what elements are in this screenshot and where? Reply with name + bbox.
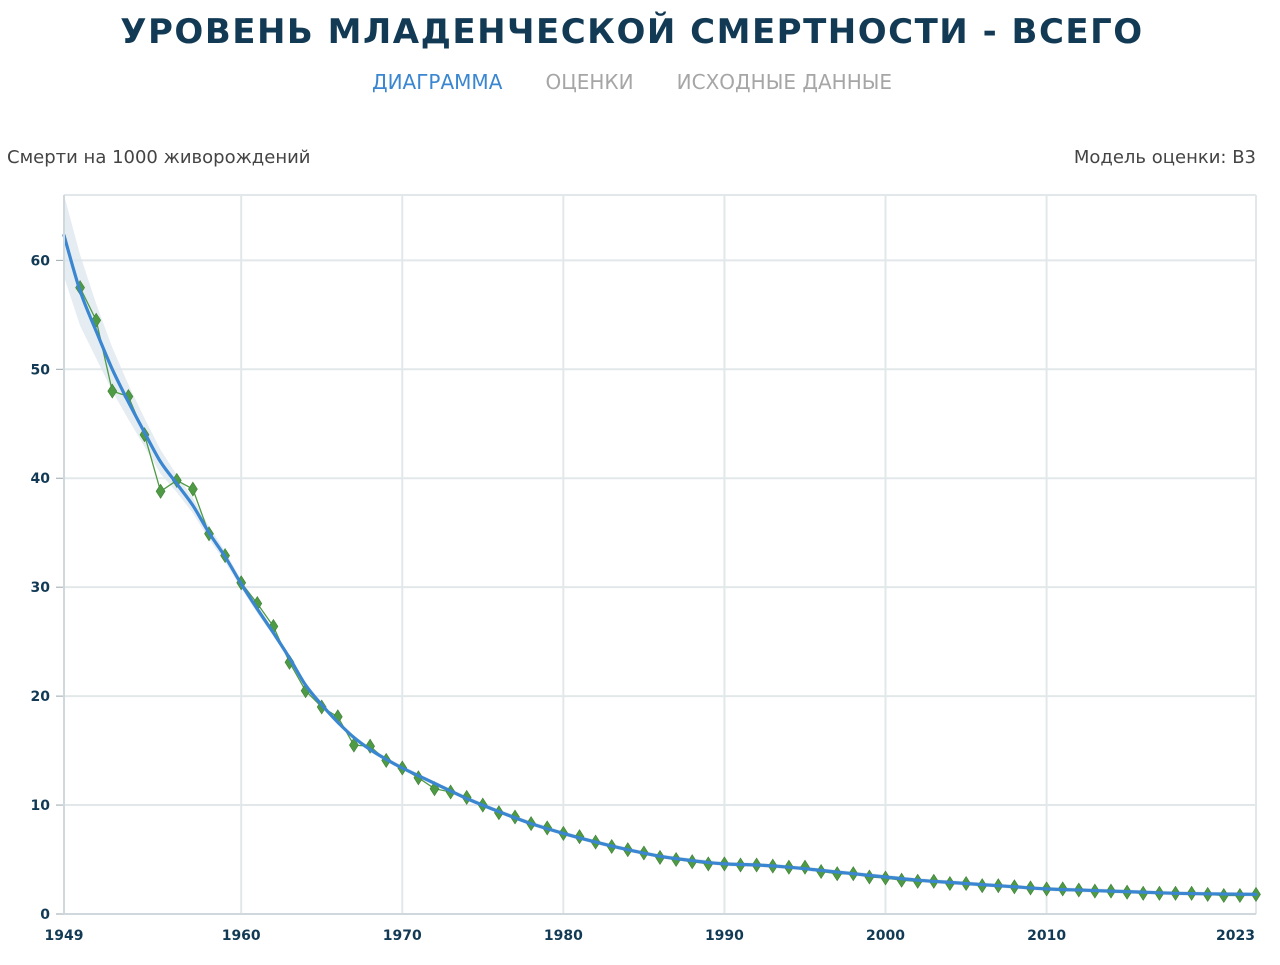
view-tabs: ДИАГРАММА ОЦЕНКИ ИСХОДНЫЕ ДАННЫЕ	[0, 70, 1264, 94]
tab-source-data[interactable]: ИСХОДНЫЕ ДАННЫЕ	[676, 70, 893, 94]
estimate-line	[62, 233, 1258, 896]
data-series-layer	[75, 280, 1261, 904]
axes: 1949 1960 1970 1980 1990 2000 2010 2023 0 10 20 30 4…	[31, 195, 1256, 944]
estimate-line-layer	[62, 233, 1258, 896]
x-tick-label: 1960	[222, 928, 261, 944]
uncertainty-band	[64, 195, 1256, 897]
y-tick-label: 40	[31, 471, 51, 487]
y-tick-label: 10	[31, 798, 51, 814]
grid	[63, 194, 1257, 915]
data-point-marker	[349, 737, 359, 753]
y-tick-label: 0	[40, 907, 50, 923]
tab-estimates[interactable]: ОЦЕНКИ	[545, 70, 634, 94]
model-label: Модель оценки: B3	[1073, 147, 1256, 168]
data-point-marker	[155, 483, 166, 499]
tab-chart[interactable]: ДИАГРАММА	[371, 70, 503, 94]
y-tick-label: 60	[31, 253, 51, 269]
x-tick-label: 1970	[383, 928, 422, 944]
uncertainty-band-layer	[64, 195, 1256, 897]
x-tick-label: 1949	[45, 928, 84, 944]
x-tick-label: 1980	[544, 928, 583, 944]
x-tick-label: 2010	[1027, 928, 1066, 944]
x-tick-label: 2023	[1216, 928, 1255, 944]
data-point-marker	[188, 481, 198, 497]
y-tick-label: 20	[31, 689, 51, 705]
y-axis-unit-label: Смерти на 1000 живорождений	[7, 147, 311, 168]
x-tick-label: 2000	[866, 928, 905, 944]
x-tick-label: 1990	[705, 928, 744, 944]
page-title: УРОВЕНЬ МЛАДЕНЧЕСКОЙ СМЕРТНОСТИ - ВСЕГО	[120, 12, 1144, 52]
y-tick-label: 30	[31, 580, 51, 596]
y-tick-label: 50	[31, 362, 51, 378]
data-point-marker	[107, 383, 118, 399]
